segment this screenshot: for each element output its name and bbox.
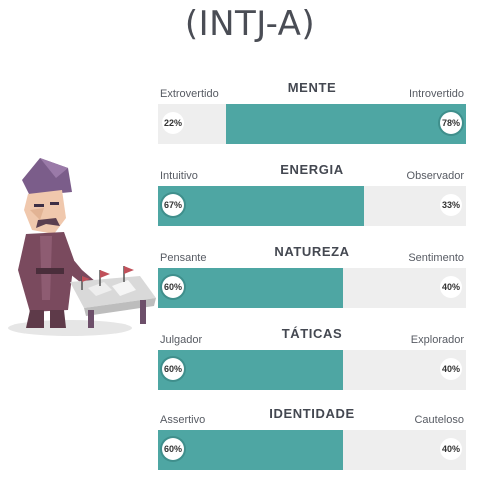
trait-left-percent: 60% [162,358,184,380]
trait-left-percent: 60% [162,276,184,298]
trait-bar: 22% 78% [158,104,466,144]
trait-left-label: Extrovertido [160,88,219,100]
trait-row-identidade: IDENTIDADE Assertivo Cauteloso 60% 40% [158,406,466,472]
trait-right-label: Explorador [410,334,464,346]
trait-category: TÁTICAS [281,326,343,341]
trait-row-natureza: NATUREZA Pensante Sentimento 60% 40% [158,244,466,310]
architect-character-illustration [8,158,156,336]
trait-right-label: Introvertido [408,88,464,100]
trait-left-percent: 60% [162,438,184,460]
trait-bar-fill [158,186,365,226]
trait-right-label: Observador [406,170,464,182]
trait-bar: 60% 40% [158,268,466,308]
trait-left-label: Julgador [160,334,203,346]
trait-category: MENTE [287,80,337,95]
trait-right-percent: 40% [440,438,462,460]
trait-right-percent: 40% [440,276,462,298]
trait-bar-fill [158,268,343,308]
trait-row-taticas: TÁTICAS Julgador Explorador 60% 40% [158,326,466,392]
trait-bar-fill [225,104,466,144]
trait-bar: 60% 40% [158,350,466,390]
trait-category: IDENTIDADE [269,406,355,421]
trait-row-energia: ENERGIA Intuitivo Observador 67% 33% [158,162,466,228]
trait-bar: 67% 33% [158,186,466,226]
trait-category: NATUREZA [274,244,350,259]
trait-left-percent: 22% [162,112,184,134]
trait-left-label: Intuitivo [160,170,198,182]
trait-right-percent: 78% [440,112,462,134]
page-title: (INTJ-A) [184,4,316,44]
trait-bar-fill [158,350,343,390]
trait-bar-fill [158,430,343,470]
trait-left-label: Assertivo [160,414,206,426]
trait-right-percent: 40% [440,358,462,380]
trait-right-label: Sentimento [408,252,464,264]
trait-row-mente: MENTE Extrovertido Introvertido 22% 78% [158,80,466,146]
trait-bar: 60% 40% [158,430,466,470]
trait-left-label: Pensante [160,252,207,264]
trait-right-label: Cauteloso [414,414,464,426]
trait-right-percent: 33% [440,194,462,216]
trait-left-percent: 67% [162,194,184,216]
trait-category: ENERGIA [280,162,344,177]
